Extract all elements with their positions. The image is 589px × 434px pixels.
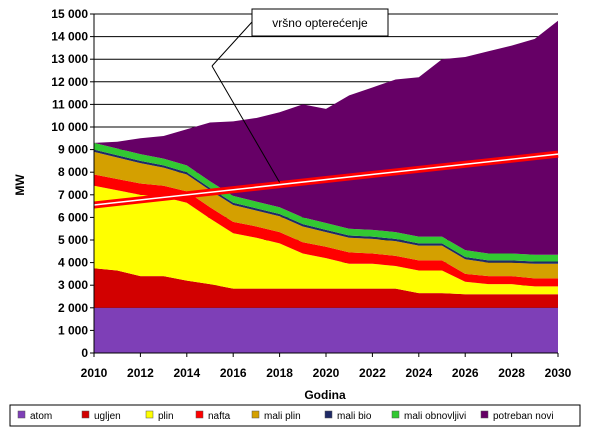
legend-label-mali-plin: mali plin	[264, 411, 301, 422]
area-potreban-novi	[94, 20, 558, 255]
area-mali-bio	[94, 149, 558, 264]
legend-swatch-potreban-novi	[480, 410, 489, 419]
legend-swatch-atom	[17, 410, 26, 419]
x-tick-label: 2014	[173, 366, 200, 380]
callout-leader-upper	[211, 21, 253, 67]
y-tick-label: 1 000	[58, 323, 88, 337]
y-tick-label: 0	[81, 346, 88, 360]
x-tick-label: 2012	[127, 366, 154, 380]
legend-label-nafta: nafta	[208, 411, 231, 422]
legend-frame	[9, 404, 581, 427]
area-ugljen	[94, 268, 558, 308]
y-tick-label: 3 000	[58, 278, 88, 292]
legend-label-potreban-novi: potreban novi	[493, 411, 554, 422]
legend-swatch-nafta	[195, 410, 204, 419]
stacked-areas	[94, 20, 558, 353]
area-atom	[94, 307, 558, 353]
peak-load-callout: vršno opterećenje	[211, 8, 389, 183]
legend-swatch-plin	[145, 410, 154, 419]
legend: atom ugljen plin nafta mali plin mali bio mali…	[9, 404, 581, 427]
y-tick-labels: 0 1 000 2 000 3 000 4 000 5 000 6 000 7 000 8 00…	[51, 7, 88, 360]
y-tick-label: 6 000	[58, 210, 88, 224]
callout-leader-line	[211, 65, 281, 183]
y-tick-label: 9 000	[58, 143, 88, 157]
callout-box	[251, 8, 389, 37]
area-mali-plin	[94, 151, 558, 279]
y-tick-label: 10 000	[51, 120, 88, 134]
x-tick-label: 2010	[81, 366, 108, 380]
callout-label: vršno opterećenje	[272, 16, 368, 30]
y-tick-label: 12 000	[51, 75, 88, 89]
y-axis-title: MW	[13, 174, 27, 196]
area-nafta	[94, 174, 558, 287]
legend-swatch-ugljen	[81, 410, 90, 419]
area-mali-obnovljivi	[94, 142, 558, 262]
y-tick-label: 14 000	[51, 30, 88, 44]
y-tick-label: 13 000	[51, 52, 88, 66]
y-tick-label: 8 000	[58, 165, 88, 179]
axes	[93, 14, 558, 354]
x-tick-label: 2020	[313, 366, 340, 380]
peak-load-line	[93, 150, 559, 209]
x-tick-label: 2030	[545, 366, 572, 380]
y-tick-label: 4 000	[58, 256, 88, 270]
legend-label-atom: atom	[30, 411, 52, 422]
x-tick-label: 2018	[266, 366, 293, 380]
y-tick-label: 5 000	[58, 233, 88, 247]
area-plin	[94, 185, 558, 295]
y-tick-label: 15 000	[51, 7, 88, 21]
x-tick-label: 2016	[220, 366, 247, 380]
legend-label-ugljen: ugljen	[94, 411, 121, 422]
x-tick-label: 2028	[498, 366, 525, 380]
legend-label-mali-obnovljivi: mali obnovljivi	[404, 411, 466, 422]
x-tick-label: 2024	[405, 366, 432, 380]
legend-swatch-mali-bio	[324, 410, 333, 419]
legend-swatch-mali-obnovljivi	[391, 410, 400, 419]
legend-label-plin: plin	[158, 411, 174, 422]
legend-label-mali-bio: mali bio	[337, 411, 372, 422]
y-tick-label: 7 000	[58, 188, 88, 202]
x-axis-title: Godina	[304, 388, 346, 402]
x-tick-label: 2026	[452, 366, 479, 380]
x-tick-labels: 2010 2012 2014 2016 2018 2020 2022 2024 2026 2028…	[81, 366, 572, 380]
legend-swatch-mali-plin	[251, 410, 260, 419]
x-tick-label: 2022	[359, 366, 386, 380]
y-tick-label: 11 000	[52, 97, 88, 111]
y-tick-label: 2 000	[58, 301, 88, 315]
peak-load-line-inner	[93, 153, 559, 206]
